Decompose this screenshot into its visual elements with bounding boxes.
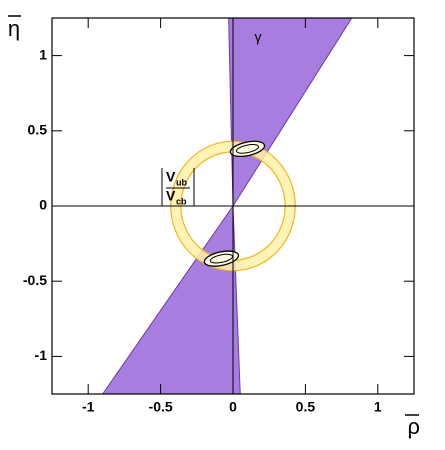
ring-label-den-sub: cb [176, 196, 187, 206]
y-tick-label: 1 [39, 46, 47, 62]
y-tick-label: -0.5 [23, 272, 47, 288]
x-axis-label: ρ [407, 414, 420, 439]
y-tick-label: -1 [35, 347, 48, 363]
x-tick-label: -1 [82, 399, 95, 415]
x-tick-label: 0.5 [296, 399, 316, 415]
region [102, 204, 241, 394]
x-tick-label: -0.5 [149, 399, 173, 415]
y-tick-label: 0 [39, 197, 47, 213]
contour-inner [235, 144, 260, 154]
contour-inner [209, 253, 233, 264]
plot [102, 18, 353, 394]
x-tick-label: 1 [374, 399, 382, 415]
ring-label-num-sub: ub [176, 177, 187, 187]
region [228, 18, 353, 208]
y-tick-label: 0.5 [28, 122, 48, 138]
ring-label-num: V [166, 169, 176, 185]
region-label: γ [255, 29, 262, 45]
x-tick-label: 0 [229, 399, 237, 415]
ring-label-den: V [166, 188, 176, 204]
y-axis-label: η [8, 16, 20, 41]
